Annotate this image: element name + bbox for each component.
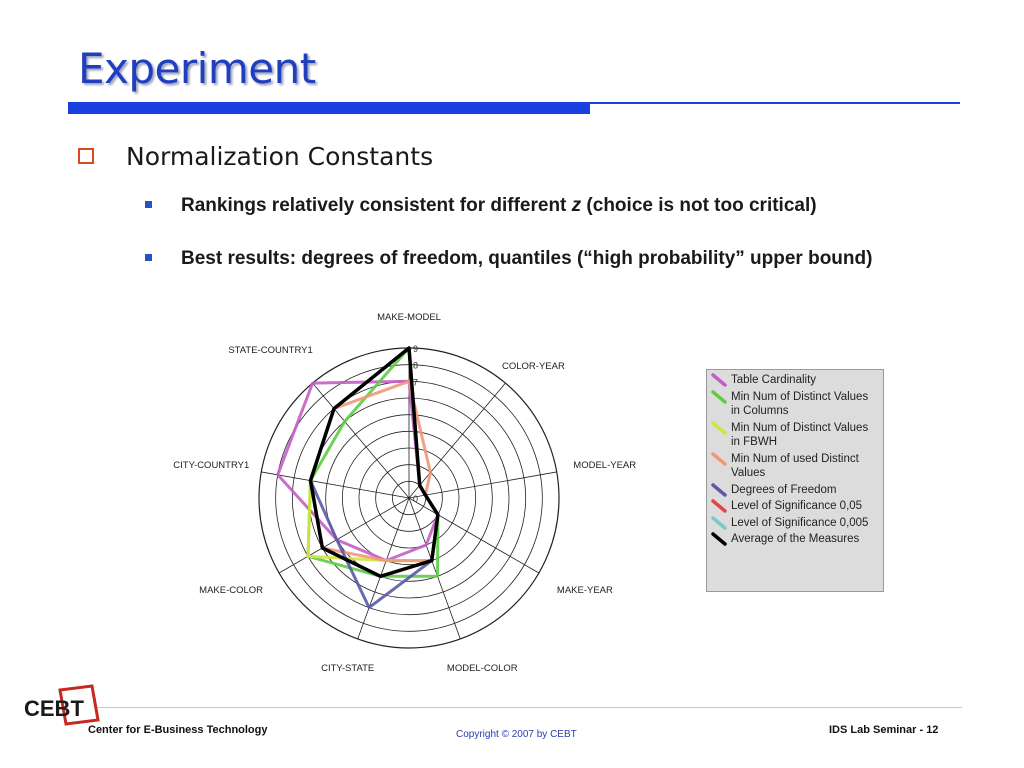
- legend-item: Min Num of Distinct Values in Columns: [711, 389, 879, 419]
- legend-item: Average of the Measures: [711, 532, 879, 547]
- scale-label: 8: [413, 361, 418, 371]
- logo-text: CEBT: [24, 696, 84, 721]
- legend-item: Degrees of Freedom: [711, 482, 879, 498]
- bullet-normalization-constants: Normalization Constants: [126, 142, 434, 171]
- legend-swatch: [711, 420, 727, 435]
- legend-item: Level of Significance 0,05: [711, 499, 879, 514]
- axis-label-make-year: MAKE-YEAR: [557, 585, 613, 596]
- footer-divider: [80, 707, 962, 708]
- axis-label-model-year: MODEL-YEAR: [573, 460, 636, 471]
- footer-copyright: Copyright © 2007 by CEBT: [456, 729, 577, 740]
- legend-swatch: [711, 499, 727, 513]
- axis-label-make-color: MAKE-COLOR: [199, 585, 263, 596]
- legend-label: Level of Significance 0,005: [731, 516, 869, 529]
- legend-swatch: [711, 482, 727, 497]
- title-underline-bar: [68, 102, 590, 114]
- sub-bullet-best-results: Best results: degrees of freedom, quanti…: [181, 248, 873, 269]
- series-line: [308, 346, 440, 579]
- legend-swatch: [711, 389, 727, 404]
- axis-label-model-color: MODEL-COLOR: [447, 663, 518, 674]
- legend-item: Min Num of used Distinct Values: [711, 451, 879, 481]
- legend-label: Degrees of Freedom: [731, 483, 837, 496]
- axis-label-color-year: COLOR-YEAR: [502, 361, 565, 372]
- legend-item: Table Cardinality: [711, 373, 879, 388]
- radar-spoke: [408, 382, 506, 499]
- footer-organization: Center for E-Business Technology: [88, 724, 268, 736]
- radar-spoke: [261, 471, 410, 499]
- legend-item: Level of Significance 0,005: [711, 515, 879, 531]
- checkbox-bullet-icon: [78, 148, 94, 164]
- legend-label: Min Num of Distinct Values in Columns: [731, 390, 869, 418]
- scale-label: 9: [413, 344, 418, 354]
- legend-swatch: [711, 515, 727, 530]
- radar-spoke: [278, 497, 410, 574]
- chart-legend: Table Cardinality Min Num of Distinct Val…: [706, 369, 884, 592]
- legend-label: Min Num of used Distinct Values: [731, 452, 859, 480]
- square-bullet-icon: [145, 201, 152, 208]
- legend-item: Min Num of Distinct Values in FBWH: [711, 420, 879, 450]
- legend-label: Table Cardinality: [731, 374, 817, 386]
- axis-label-city-state: CITY-STATE: [321, 663, 374, 674]
- axis-label-state-country1: STATE-COUNTRY1: [228, 345, 312, 356]
- legend-label: Average of the Measures: [731, 533, 860, 545]
- legend-swatch: [711, 451, 727, 466]
- legend-swatch: [711, 532, 727, 546]
- sub-bullet-rankings: Rankings relatively consistent for diffe…: [181, 195, 817, 216]
- title-underline-line: [590, 102, 960, 104]
- radar-spoke: [408, 497, 540, 574]
- axis-label-city-country1: CITY-COUNTRY1: [173, 460, 249, 471]
- axis-label-make-model: MAKE-MODEL: [377, 312, 441, 323]
- cebt-logo: CEBT: [24, 684, 100, 726]
- radar-spoke: [312, 382, 410, 499]
- slide-title: Experiment: [78, 44, 316, 93]
- footer-page-label: IDS Lab Seminar - 12: [829, 724, 939, 736]
- scale-label: 0: [413, 494, 418, 504]
- legend-label: Min Num of Distinct Values in FBWH: [731, 421, 869, 449]
- radar-spoke: [357, 497, 410, 640]
- legend-swatch: [711, 373, 727, 387]
- radar-spoke: [408, 497, 461, 640]
- scale-label: 7: [413, 377, 418, 387]
- square-bullet-icon: [145, 254, 152, 261]
- radar-chart: MAKE-MODEL COLOR-YEAR MODEL-YEAR MAKE-YEAR M…: [173, 312, 636, 674]
- legend-label: Level of Significance 0,05: [731, 500, 863, 512]
- radar-spoke: [408, 471, 557, 499]
